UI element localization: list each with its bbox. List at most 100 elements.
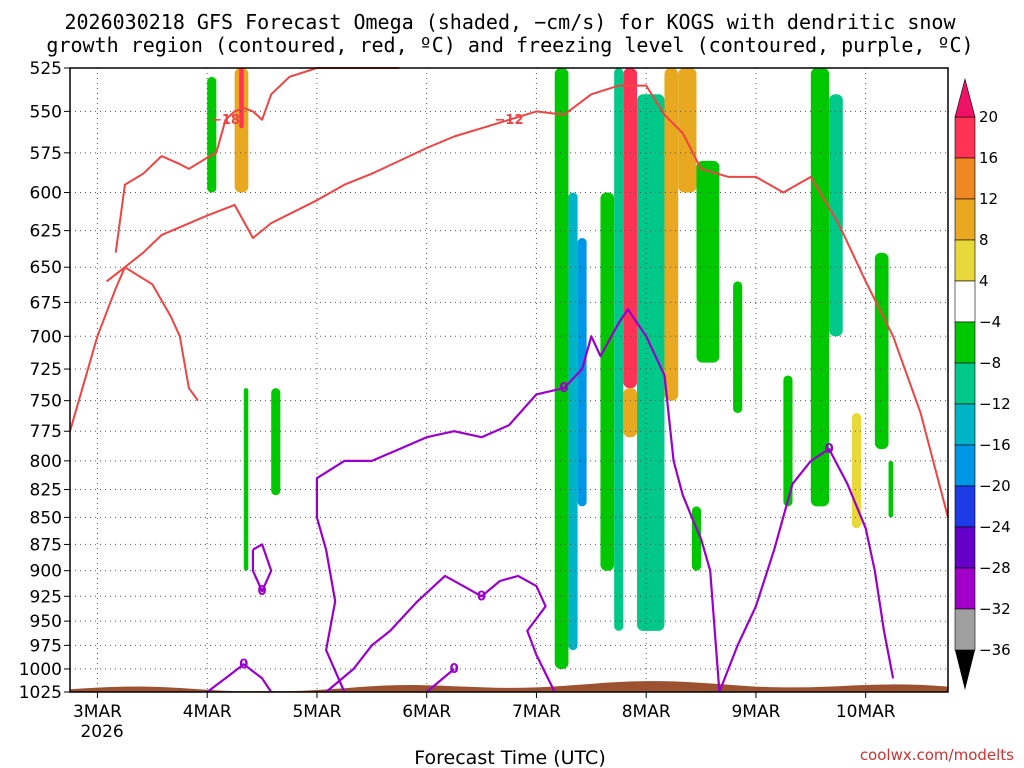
omega-shade-1	[97, 68, 112, 363]
freezing-contour-3	[425, 668, 455, 693]
y-tick-label-13: 850	[30, 508, 62, 528]
omega-shade-24	[637, 94, 665, 631]
colorbar-band-10	[954, 526, 976, 569]
colorbar-label-3: 8	[979, 231, 989, 249]
omega-shade-20	[600, 192, 615, 571]
colorbar-label-13: −36	[979, 641, 1011, 659]
omega-shade-10	[239, 68, 244, 129]
x-tick-label-6: 9MAR	[731, 702, 780, 722]
omega-shade-26	[678, 68, 697, 193]
freezing-contour-0-label: 0	[239, 657, 248, 672]
omega-shade-12	[243, 388, 249, 571]
omega-shade-35	[842, 223, 852, 337]
y-tick-label-20: 1025	[19, 683, 62, 703]
omega-shade-19	[586, 68, 601, 571]
y-tick-label-18: 975	[30, 636, 62, 656]
y-tick-label-12: 825	[30, 481, 62, 501]
omega-shade-31	[769, 76, 784, 363]
colorbar-label-11: −28	[979, 559, 1011, 577]
freezing-contour-2	[325, 574, 556, 693]
x-tick-label-7: 10MAR	[836, 702, 896, 722]
x-tick-label-1: 4MAR	[183, 702, 232, 722]
omega-shade-17	[568, 192, 578, 651]
omega-shade-25	[664, 68, 679, 401]
y-tick-label-11: 800	[30, 452, 62, 472]
colorbar-band-8	[954, 444, 976, 487]
dgz-contour-1-label: −12	[495, 113, 524, 128]
colorbar-band-11	[954, 567, 976, 610]
omega-shade-40	[829, 539, 834, 592]
freezing-contour-3-label: 0	[450, 662, 459, 677]
y-tick-label-2: 575	[30, 144, 62, 164]
x-axis-label: Forecast Time (UTC)	[414, 747, 605, 768]
freezing-contour-5-label: 0	[825, 442, 834, 457]
colorbar-label-6: −8	[979, 354, 1001, 372]
x-tick-sublabel-0: 2026	[80, 722, 123, 742]
colorbar-label-10: −24	[979, 518, 1011, 536]
y-tick-label-8: 725	[30, 360, 62, 380]
colorbar-band-7	[954, 403, 976, 446]
colorbar-band-4	[954, 280, 976, 323]
colorbar-band-0	[954, 116, 976, 159]
colorbar-label-9: −20	[979, 477, 1011, 495]
y-tick-label-6: 675	[30, 293, 62, 313]
y-tick-label-0: 525	[30, 59, 62, 79]
omega-shade-32	[783, 375, 793, 507]
colorbar-label-7: −12	[979, 395, 1011, 413]
freezing-contour-4-label: 0	[559, 381, 568, 396]
terrain-surface	[70, 681, 948, 692]
colorbar-label-2: 12	[979, 190, 998, 208]
omega-shade-21	[614, 68, 624, 631]
colorbar-label-12: −32	[979, 600, 1011, 618]
chart-title-line1: 2026030218 GFS Forecast Omega (shaded, −…	[64, 10, 956, 34]
omega-shade-13	[271, 388, 281, 496]
dgz-contour-0-label: −18	[211, 113, 240, 128]
colorbar-label-5: −4	[979, 313, 1001, 331]
omega-shade-29	[733, 281, 743, 414]
omega-shade-18	[577, 238, 587, 507]
colorbar-label-8: −16	[979, 436, 1011, 454]
omega-shade-22	[623, 68, 638, 389]
freezing-contour-4	[315, 308, 721, 693]
y-tick-label-14: 875	[30, 535, 62, 555]
omega-shade-3	[70, 591, 93, 646]
dgz-contour-1	[69, 84, 949, 518]
freezing-contour-5	[718, 448, 895, 693]
omega-shade-9	[234, 68, 249, 193]
omega-shade-30	[719, 449, 724, 561]
omega-shade-6	[207, 76, 217, 193]
y-tick-label-1: 550	[30, 102, 62, 122]
omega-shade-16	[554, 68, 569, 669]
omega-shade-0	[70, 68, 98, 253]
colorbar-band-2	[954, 198, 976, 241]
y-tick-label-7: 700	[30, 327, 62, 347]
dgz-contour-0	[114, 67, 400, 253]
freezing-contour-1-label: 0	[258, 584, 267, 599]
y-tick-label-17: 950	[30, 612, 62, 632]
omega-shade-33	[810, 68, 830, 507]
colorbar-band-1	[954, 157, 976, 200]
dgz-contour-2	[105, 266, 199, 402]
omega-shade-27	[696, 160, 720, 363]
x-tick-label-3: 6MAR	[402, 702, 451, 722]
omega-shade-34	[829, 94, 843, 337]
freezing-contour-1	[251, 543, 273, 593]
y-tick-label-5: 650	[30, 258, 62, 278]
x-tick-label-4: 7MAR	[512, 702, 561, 722]
omega-shade-14	[490, 68, 500, 450]
x-tick-label-5: 8MAR	[622, 702, 671, 722]
omega-shade-23	[623, 388, 638, 438]
omega-shade-7	[207, 223, 217, 389]
chart-title-line2: growth region (contoured, red, ºC) and f…	[46, 33, 973, 57]
y-tick-label-16: 925	[30, 587, 62, 607]
colorbar-over-triangle	[954, 77, 976, 118]
y-tick-label-15: 900	[30, 562, 62, 582]
y-tick-label-19: 1000	[19, 660, 62, 680]
x-tick-label-2: 5MAR	[292, 702, 341, 722]
y-tick-label-10: 775	[30, 422, 62, 442]
freezing-contour-2-label: 0	[477, 589, 486, 604]
colorbar-band-5	[954, 321, 976, 364]
colorbar-label-4: 4	[979, 272, 989, 290]
